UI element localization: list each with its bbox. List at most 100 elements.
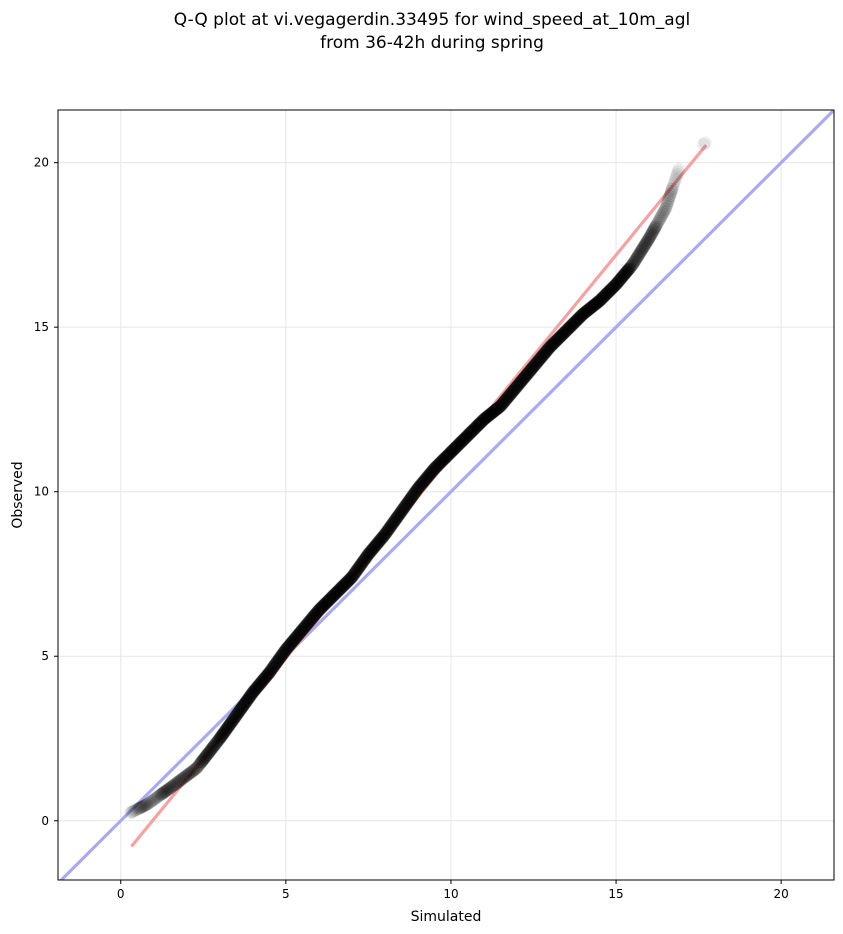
qq-point [451,438,465,452]
qq-point [633,245,647,259]
qq-point [524,362,538,376]
qq-point [157,785,171,799]
qq-point [458,431,472,445]
qq-point [376,530,390,544]
qq-point [403,492,417,506]
qq-point [587,299,601,313]
qq-point [281,640,295,654]
qq-point [395,503,409,517]
qq-point [595,292,609,306]
qq-point [422,469,436,483]
qq-point [650,218,664,232]
qq-point [210,735,224,749]
qq-point [225,714,239,728]
qq-point [665,182,679,196]
qq-point [484,407,498,421]
qq-point [279,642,293,656]
qq-point [446,443,460,457]
qq-point [566,317,580,331]
qq-point [141,797,155,811]
qq-point [642,232,656,246]
qq-point [429,460,443,474]
qq-point [493,400,507,414]
qq-point [256,674,270,688]
qq-point [661,194,675,208]
qq-point [180,768,194,782]
qq-point [509,380,523,394]
qq-point [330,585,344,599]
qq-point [206,740,220,754]
qq-point [316,599,330,613]
qq-point [671,168,684,181]
qq-point [306,611,320,625]
qq-point [371,536,385,550]
qq-point [189,762,203,776]
qq-point [391,509,405,523]
qq-point [277,645,291,659]
qq-point [589,297,603,311]
qq-point [267,659,281,673]
qq-point [374,532,388,546]
reference-lines [59,110,834,880]
x-tick-label-1: 5 [282,887,290,901]
qq-point [160,783,174,797]
qq-point [385,518,399,532]
qq-point [648,221,662,235]
qq-point [125,806,138,819]
qq-point [492,400,506,414]
qq-point [632,247,646,261]
x-tick-label-0: 0 [117,887,125,901]
qq-point [588,298,602,312]
qq-point [600,287,614,301]
qq-point [227,711,241,725]
qq-point [563,320,577,334]
qq-point [636,240,650,254]
qq-point [226,713,240,727]
qq-point [412,480,426,494]
qq-point [536,349,550,363]
qq-point [637,239,651,253]
qq-point [660,199,674,213]
qq-point [598,289,612,303]
qq-point [543,340,557,354]
qq-point [605,282,619,296]
qq-point [143,796,157,810]
qq-point [560,323,574,337]
qq-point [470,419,484,433]
qq-point [317,598,331,612]
qq-point [158,784,172,798]
grid-lines [58,110,834,880]
qq-point [153,788,167,802]
qq-point [503,388,517,402]
qq-point [601,286,615,300]
qq-point [294,624,308,638]
qq-point [672,163,685,176]
qq-point [383,520,397,534]
qq-point [614,271,628,285]
qq-point [612,274,626,288]
qq-point [502,389,516,403]
qq-point [465,424,479,438]
qq-point [235,700,249,714]
qq-point [558,325,572,339]
qq-point [441,448,455,462]
qq-point [236,699,250,713]
qq-point [389,512,403,526]
qq-point [418,474,432,488]
qq-point [557,326,571,340]
qq-point [132,801,146,815]
qq-point [378,528,392,542]
qq-point [290,629,304,643]
qq-point [352,560,366,574]
qq-point [287,633,301,647]
qq-point [424,466,438,480]
qq-point [592,295,606,309]
qq-point [295,623,309,637]
qq-point [348,565,362,579]
qq-point [131,802,144,815]
qq-point [473,417,487,431]
qq-point [309,607,323,621]
qq-point [629,252,643,266]
qq-point [542,341,556,355]
qq-point [382,522,396,536]
